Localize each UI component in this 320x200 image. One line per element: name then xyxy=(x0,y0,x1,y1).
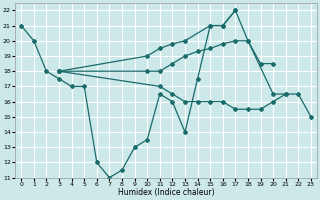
X-axis label: Humidex (Indice chaleur): Humidex (Indice chaleur) xyxy=(118,188,214,197)
